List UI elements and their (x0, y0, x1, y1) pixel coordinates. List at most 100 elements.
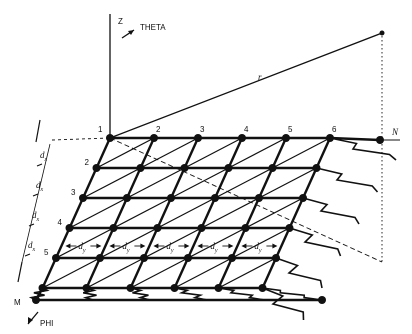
array-element-dot (140, 254, 148, 262)
grid-diagonal (126, 167, 185, 199)
array-element-dot (211, 194, 219, 202)
feed-zigzags (28, 137, 397, 321)
grid-diagonal (214, 167, 273, 199)
array-element-dot (241, 224, 250, 232)
row-number: 4 (58, 218, 63, 227)
feed-zigzag (262, 287, 323, 301)
dy-arrowhead (272, 243, 278, 249)
array-element-dot (224, 164, 233, 172)
dy-subscript: y (258, 248, 262, 254)
array-element-dot (123, 194, 131, 202)
dy-arrowhead (241, 243, 247, 249)
grid-diagonal (69, 197, 128, 229)
r-label: r (258, 72, 262, 82)
feed-zigzag (174, 287, 208, 301)
frame-tick (17, 261, 23, 283)
dy-spacing-group: dy dy dy dy dy (65, 241, 278, 254)
dx-subscript: x (36, 217, 40, 223)
grid-diagonal (143, 227, 202, 259)
grid-diagonal (99, 227, 158, 259)
array-frame (17, 119, 111, 283)
column-labels: 1 2 3 4 5 6 (98, 125, 337, 134)
grid-diagonal (157, 197, 216, 229)
column-number: 3 (200, 125, 205, 134)
n-label: N (391, 127, 399, 137)
theta-arrowhead (128, 30, 134, 35)
array-element-dot (376, 136, 384, 144)
array-element-dot (167, 194, 175, 202)
array-element-dot (184, 254, 192, 262)
array-element-dot (109, 224, 118, 232)
frame-left-edge (21, 143, 51, 263)
array-element-dot (92, 164, 101, 172)
feed-zigzag (82, 287, 97, 301)
theta-label: THETA (140, 23, 166, 32)
array-element-dot (136, 164, 145, 172)
row-labels: 2 3 4 5 (44, 158, 90, 257)
dx-subscript: x (44, 157, 48, 163)
r-vector (109, 32, 383, 139)
dx-label: dx (36, 180, 44, 193)
row-number: 2 (85, 158, 90, 167)
dy-arrowhead (184, 243, 190, 249)
dy-arrowhead (96, 243, 102, 249)
array-element-dot (194, 134, 202, 142)
column-number: 4 (244, 125, 249, 134)
dy-label: dy (122, 241, 129, 254)
dx-label: dx (32, 210, 40, 223)
z-axis-label: Z (118, 17, 123, 26)
array-element-dot (228, 254, 236, 262)
row-zigzag (302, 197, 360, 225)
grid-diagonal (184, 137, 243, 169)
dy-arrowhead (197, 243, 203, 249)
dy-arrowhead (228, 243, 234, 249)
column-number: 6 (332, 125, 337, 134)
array-element-dot (180, 164, 189, 172)
dx-tick (28, 223, 35, 227)
row-zigzag (275, 257, 323, 289)
dy-subscript: y (214, 248, 218, 254)
dx-spacing-group: dx dx dx dx (24, 150, 48, 257)
grid-column-line (85, 137, 156, 289)
dy-label: dy (254, 241, 262, 254)
grid-diagonal (174, 257, 233, 289)
grid-column-line (261, 137, 332, 289)
dx-subscript: x (32, 247, 36, 253)
array-element-dot (153, 224, 162, 232)
dx-subscript: x (40, 187, 44, 193)
phi-arrowhead (28, 317, 33, 324)
grid-diagonal (130, 257, 189, 289)
dy-label: dy (166, 241, 174, 254)
grid-column-line (41, 137, 112, 289)
grid-column-line (173, 137, 244, 289)
grid-diagonal (258, 167, 317, 199)
feed-zigzag (218, 287, 265, 301)
column-number: 2 (156, 125, 161, 134)
grid-row-line-extension (329, 136, 381, 142)
grid-diagonal (272, 137, 331, 169)
element-grid (38, 134, 384, 292)
grid-diagonal (231, 227, 290, 259)
array-element-dot (150, 134, 158, 142)
column-number: 1 (98, 125, 103, 134)
dy-arrowhead (109, 243, 115, 249)
array-element-dot (65, 224, 74, 232)
feed-zigzag (130, 287, 151, 301)
r-vector-tip (379, 30, 385, 36)
m-label: M (14, 298, 21, 307)
frame-tick (35, 119, 41, 143)
dy-subscript: y (82, 248, 86, 254)
grid-column-line (129, 137, 200, 289)
array-element-dot (268, 164, 277, 172)
array-element-dot (255, 194, 263, 202)
grid-diagonal (140, 137, 199, 169)
dy-label: dy (78, 241, 86, 254)
array-element-dot (282, 134, 290, 142)
feed-zigzag (28, 287, 50, 301)
grid-diagonal (82, 167, 141, 199)
row-zigzag (289, 227, 342, 257)
array-element-dot (79, 194, 87, 202)
dy-label: dy (210, 241, 218, 254)
